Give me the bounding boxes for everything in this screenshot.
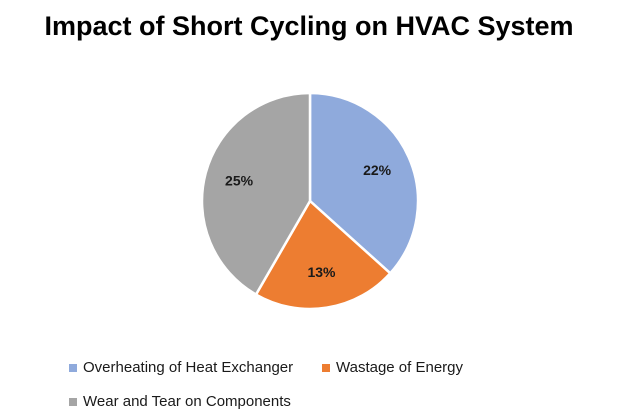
legend-item-overheating: Overheating of Heat Exchanger bbox=[69, 359, 293, 376]
pie-slice-overheating bbox=[308, 91, 420, 276]
data-label-wear-and-tear: 25% bbox=[225, 173, 254, 189]
data-label-wastage: 13% bbox=[307, 264, 336, 280]
legend-label-wear-and-tear: Wear and Tear on Components bbox=[83, 393, 291, 410]
legend-label-overheating: Overheating of Heat Exchanger bbox=[83, 359, 294, 376]
pie-slice-wear-and-tear bbox=[200, 91, 312, 297]
data-label-overheating: 22% bbox=[363, 162, 392, 178]
legend-item-wear-and-tear: Wear and Tear on Components bbox=[69, 393, 291, 410]
pie-slice-wastage bbox=[254, 199, 393, 311]
legend-label-wastage: Wastage of Energy bbox=[336, 359, 464, 376]
legend-item-wastage: Wastage of Energy bbox=[322, 359, 463, 376]
legend-swatch-overheating bbox=[69, 363, 77, 372]
chart-title: Impact of Short Cycling on HVAC System bbox=[44, 11, 574, 41]
legend-swatch-wastage bbox=[322, 363, 330, 372]
legend-swatch-wear-and-tear bbox=[69, 397, 77, 406]
